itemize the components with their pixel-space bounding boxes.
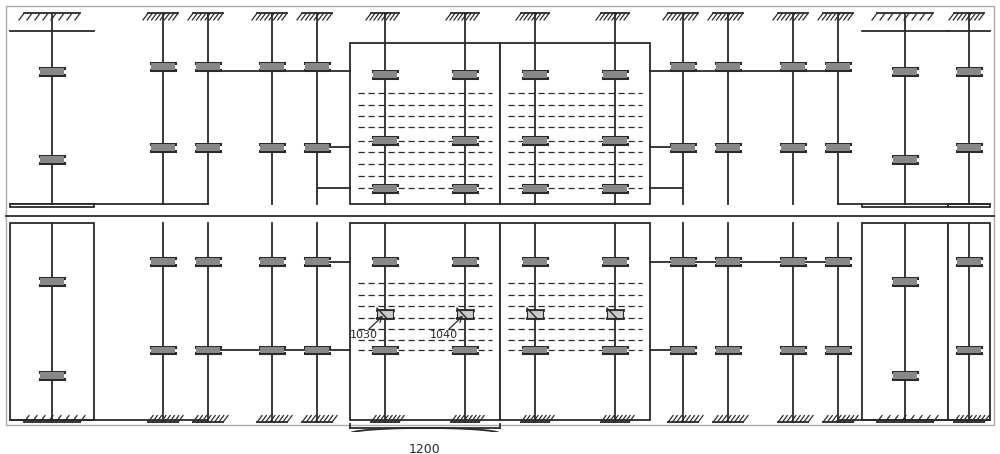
Bar xyxy=(893,157,917,163)
Bar xyxy=(151,63,175,70)
Bar xyxy=(10,204,94,207)
Bar xyxy=(350,43,500,204)
Bar xyxy=(781,258,805,265)
Bar xyxy=(260,347,284,353)
Bar xyxy=(893,372,917,379)
Bar xyxy=(603,258,627,265)
Bar xyxy=(607,310,623,318)
Bar xyxy=(957,144,981,151)
Bar xyxy=(373,185,397,192)
Bar xyxy=(350,222,500,420)
Bar xyxy=(373,347,397,353)
Bar xyxy=(957,347,981,353)
Bar xyxy=(527,310,543,318)
Bar xyxy=(781,63,805,70)
Bar xyxy=(671,347,695,353)
Bar xyxy=(196,258,220,265)
Bar xyxy=(826,63,850,70)
Bar xyxy=(457,310,473,318)
Bar xyxy=(671,63,695,70)
Bar xyxy=(40,372,64,379)
Text: 1040: 1040 xyxy=(430,330,458,340)
Bar xyxy=(603,185,627,192)
Bar xyxy=(781,347,805,353)
Bar xyxy=(373,258,397,265)
Bar xyxy=(671,258,695,265)
Bar xyxy=(196,63,220,70)
Bar xyxy=(151,347,175,353)
Bar xyxy=(523,258,547,265)
Bar xyxy=(260,63,284,70)
Bar xyxy=(716,347,740,353)
Bar xyxy=(826,144,850,151)
Bar xyxy=(948,222,990,420)
Bar xyxy=(151,258,175,265)
Bar xyxy=(453,138,477,144)
Bar xyxy=(260,258,284,265)
Bar xyxy=(716,144,740,151)
Bar xyxy=(453,185,477,192)
Bar xyxy=(603,347,627,353)
Bar xyxy=(453,258,477,265)
Bar xyxy=(781,144,805,151)
Bar xyxy=(523,71,547,78)
Bar xyxy=(716,63,740,70)
Bar xyxy=(196,144,220,151)
Bar xyxy=(453,71,477,78)
Bar xyxy=(957,258,981,265)
Bar xyxy=(862,222,948,420)
Bar xyxy=(305,144,329,151)
Bar xyxy=(377,310,393,318)
Bar xyxy=(893,68,917,74)
Bar xyxy=(523,347,547,353)
Bar xyxy=(716,258,740,265)
Bar xyxy=(10,222,94,420)
Bar xyxy=(603,138,627,144)
Text: 1030: 1030 xyxy=(350,330,378,340)
Bar xyxy=(373,71,397,78)
Bar xyxy=(862,204,948,207)
Bar xyxy=(305,347,329,353)
Bar xyxy=(260,144,284,151)
Bar xyxy=(893,278,917,285)
Bar xyxy=(603,71,627,78)
Bar xyxy=(453,347,477,353)
Bar xyxy=(957,68,981,74)
Bar xyxy=(40,68,64,74)
Bar xyxy=(305,63,329,70)
Bar xyxy=(826,347,850,353)
Bar xyxy=(826,258,850,265)
Bar xyxy=(40,278,64,285)
Bar xyxy=(305,258,329,265)
Text: 1200: 1200 xyxy=(409,443,441,454)
Bar xyxy=(500,43,650,204)
Bar xyxy=(196,347,220,353)
Bar xyxy=(948,204,990,207)
Bar xyxy=(40,157,64,163)
Bar xyxy=(671,144,695,151)
Bar xyxy=(523,185,547,192)
Bar xyxy=(500,222,650,420)
Bar xyxy=(373,138,397,144)
Bar xyxy=(151,144,175,151)
Bar xyxy=(523,138,547,144)
